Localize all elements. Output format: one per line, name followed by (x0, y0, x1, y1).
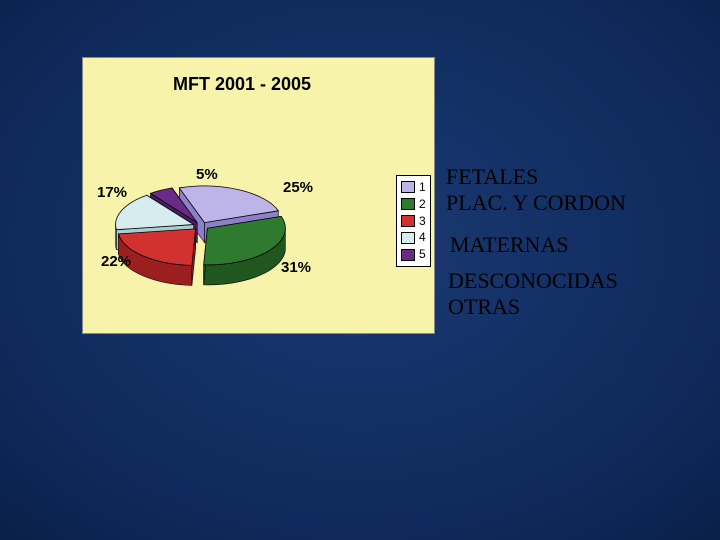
side-label-maternas: MATERNAS (450, 232, 569, 258)
legend-item-3: 3 (401, 213, 426, 230)
legend-swatch-2 (401, 198, 415, 210)
legend-swatch-1 (401, 181, 415, 193)
legend-item-5: 5 (401, 246, 426, 263)
pct-label-3: 22% (101, 253, 131, 270)
legend-num-5: 5 (419, 246, 426, 263)
side-label-fetales: FETALES (446, 164, 538, 190)
legend-item-1: 1 (401, 179, 426, 196)
legend: 1 2 3 4 5 (396, 175, 431, 267)
pct-label-4: 17% (97, 184, 127, 201)
legend-num-4: 4 (419, 229, 426, 246)
pct-label-5: 5% (196, 166, 218, 183)
legend-num-3: 3 (419, 213, 426, 230)
side-label-otras: OTRAS (448, 294, 520, 320)
slide: MFT 2001 - 2005 25% 31% 22% 17% 5% 1 2 3… (0, 0, 720, 540)
legend-swatch-5 (401, 249, 415, 261)
side-label-plac-cordon: PLAC. Y CORDON (446, 190, 626, 216)
chart-card: MFT 2001 - 2005 25% 31% 22% 17% 5% 1 2 3… (82, 57, 435, 334)
legend-swatch-4 (401, 232, 415, 244)
pct-label-2: 31% (281, 259, 311, 276)
legend-swatch-3 (401, 215, 415, 227)
legend-item-2: 2 (401, 196, 426, 213)
legend-item-4: 4 (401, 229, 426, 246)
pct-label-1: 25% (283, 179, 313, 196)
pie-chart (83, 58, 434, 333)
legend-num-2: 2 (419, 196, 426, 213)
side-label-desconocidas: DESCONOCIDAS (448, 268, 618, 294)
legend-num-1: 1 (419, 179, 426, 196)
